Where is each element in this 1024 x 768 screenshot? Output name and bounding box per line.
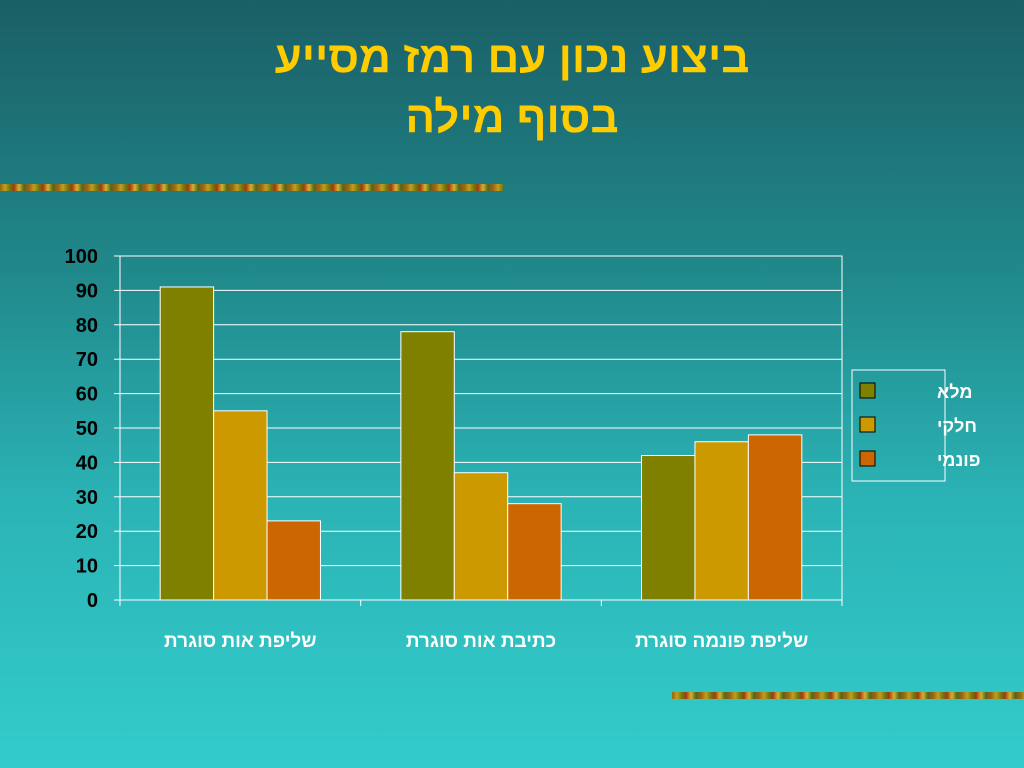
y-tick-label: 40 bbox=[76, 452, 98, 474]
legend-swatch bbox=[859, 382, 876, 399]
legend-label: מלא bbox=[937, 382, 972, 402]
y-tick-label: 70 bbox=[76, 349, 98, 371]
y-tick-label: 50 bbox=[76, 418, 98, 440]
chart-bars bbox=[159, 286, 803, 601]
decorative-strip-bottom bbox=[672, 692, 1024, 699]
bar bbox=[159, 286, 215, 601]
y-tick-label: 100 bbox=[65, 246, 98, 268]
slide-title-line-2: בסוף מילה bbox=[405, 93, 619, 142]
slide-title: ביצוע נכון עם רמז מסייע בסוף מילה bbox=[0, 28, 1024, 148]
bar bbox=[266, 520, 321, 601]
bar bbox=[747, 434, 803, 601]
chart-axes: 0 10 20 30 40 50 60 70 80 90 100 שליפת אות סוגרת כתי… bbox=[65, 246, 843, 652]
y-tick-label: 90 bbox=[76, 280, 98, 302]
y-tick-label: 10 bbox=[76, 556, 98, 578]
bar bbox=[694, 441, 749, 601]
bar bbox=[453, 472, 509, 601]
chart-legend: מלא חלקי פונמי bbox=[851, 369, 980, 482]
legend-swatch bbox=[859, 450, 876, 467]
y-tick-label: 30 bbox=[76, 487, 98, 509]
bar bbox=[507, 503, 562, 601]
slide-title-line-1: ביצוע נכון עם רמז מסייע bbox=[274, 33, 750, 82]
y-tick-label: 60 bbox=[76, 384, 98, 406]
x-tick-label: כתיבת אות סוגרת bbox=[406, 631, 556, 652]
x-tick-label: שליפת פונמה סוגרת bbox=[635, 631, 808, 652]
legend-label: פונמי bbox=[937, 450, 980, 470]
legend-label: חלקי bbox=[937, 416, 977, 436]
y-tick-label: 20 bbox=[76, 521, 98, 543]
bar bbox=[641, 455, 696, 601]
legend-box bbox=[851, 369, 946, 482]
bar bbox=[213, 410, 268, 601]
decorative-strip-top bbox=[0, 184, 503, 191]
bar bbox=[400, 331, 455, 601]
y-tick-label: 0 bbox=[87, 590, 98, 612]
x-tick-label: שליפת אות סוגרת bbox=[164, 631, 317, 652]
legend-swatch bbox=[859, 416, 876, 433]
y-tick-label: 80 bbox=[76, 315, 98, 337]
